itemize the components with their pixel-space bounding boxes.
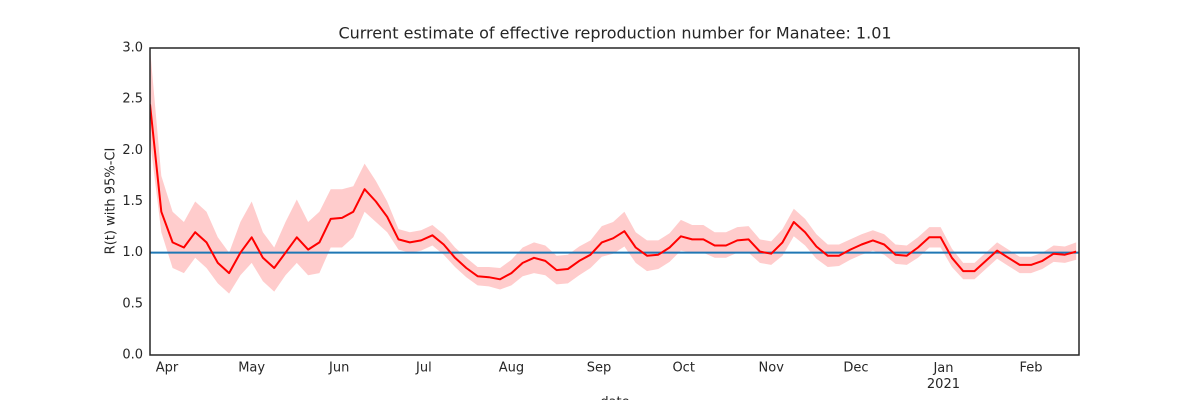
chart-title: Current estimate of effective reproducti… xyxy=(338,24,891,43)
plot-frame xyxy=(149,47,1080,356)
y-tick-label: 1.5 xyxy=(122,194,143,209)
x-tick-label: Jul xyxy=(415,361,432,376)
y-tick-label: 1.0 xyxy=(122,245,143,260)
x-axis-label: date xyxy=(600,395,629,400)
y-axis-label: R(t) with 95%-CI xyxy=(104,148,119,255)
y-tick-label: 0.0 xyxy=(122,348,143,363)
y-tick-label: 3.0 xyxy=(122,41,143,56)
x-tick-label: Aug xyxy=(499,361,524,376)
x-tick-label: Nov xyxy=(759,361,785,376)
y-tick-label: 2.5 xyxy=(122,92,143,107)
x-tick-label: May xyxy=(238,361,265,376)
confidence-band xyxy=(150,48,1077,294)
x-tick-label: Feb xyxy=(1019,361,1042,376)
x-tick-label: Apr xyxy=(156,361,179,376)
x-tick-label: Jan 2021 xyxy=(927,361,960,392)
x-tick-label: Dec xyxy=(843,361,868,376)
y-tick-label: 0.5 xyxy=(122,296,143,311)
x-tick-label: Sep xyxy=(587,361,612,376)
estimate-line xyxy=(150,104,1077,281)
x-tick-label: Oct xyxy=(672,361,694,376)
x-tick-label: Jun xyxy=(328,361,349,376)
y-tick-label: 2.0 xyxy=(122,143,143,158)
